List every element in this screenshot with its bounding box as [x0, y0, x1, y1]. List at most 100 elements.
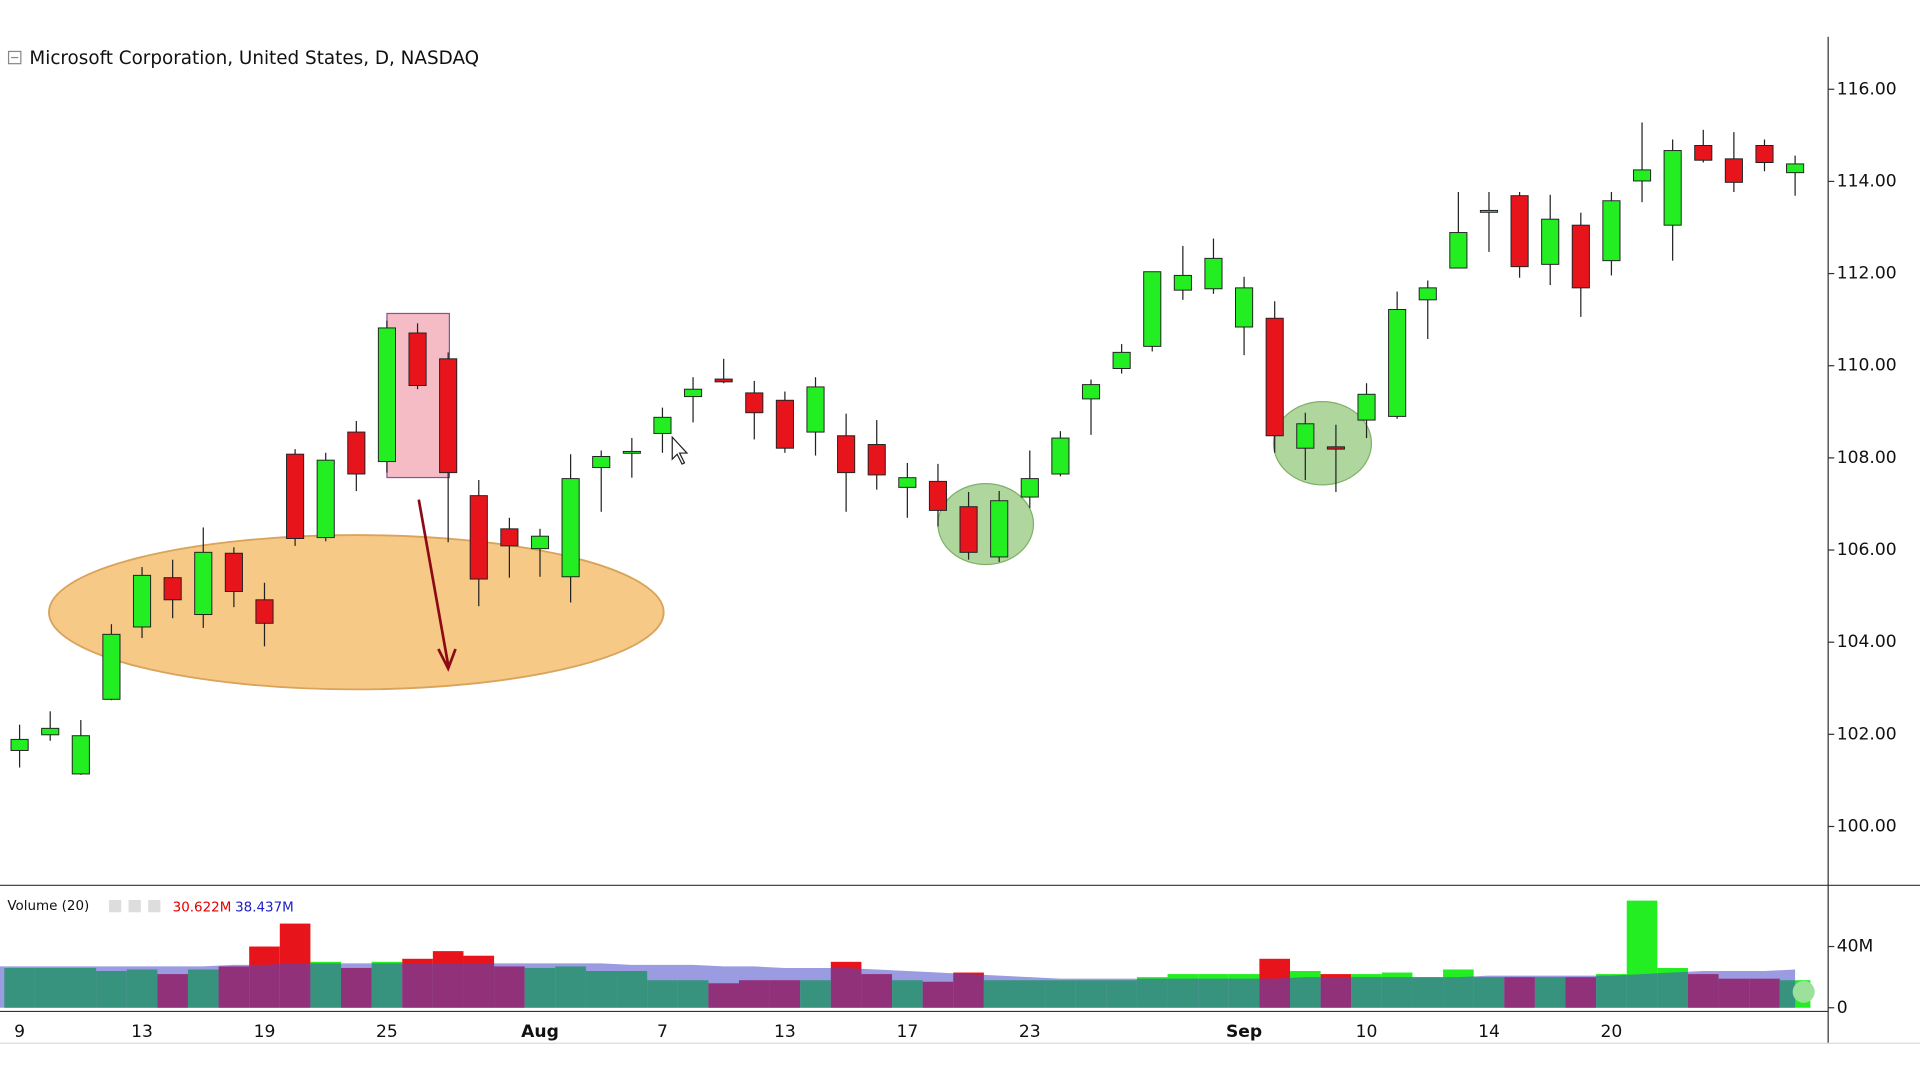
candle-body — [1694, 144, 1713, 161]
candle-body — [1571, 224, 1590, 289]
candle-body — [684, 388, 703, 398]
candle-body — [1112, 351, 1131, 369]
y-tick-label: 114.00 — [1837, 171, 1897, 191]
candle-body — [1418, 287, 1437, 301]
x-tick-label: 7 — [657, 1022, 668, 1042]
x-tick-label: 14 — [1478, 1022, 1500, 1042]
y-tick-label: 116.00 — [1837, 79, 1897, 99]
candle-body — [1143, 271, 1162, 347]
candle-body — [1663, 150, 1682, 226]
arrow-shaft — [417, 499, 450, 666]
y-tick-label: 0 — [1837, 998, 1848, 1018]
y-tick-label: 108.00 — [1837, 448, 1897, 468]
candle-body — [806, 386, 825, 433]
candle-body — [102, 633, 121, 700]
x-tick-label: 19 — [254, 1022, 276, 1042]
candle-body — [1755, 144, 1774, 164]
collapse-icon[interactable] — [7, 50, 22, 65]
mouse-cursor — [671, 435, 689, 465]
candle-body — [316, 459, 335, 539]
volume-panel: 0 40M — [0, 900, 1874, 1018]
candle-body — [530, 535, 550, 550]
candle-body — [132, 574, 152, 628]
candle-body — [500, 528, 519, 547]
candles — [10, 122, 1805, 775]
candle-body — [1235, 287, 1254, 328]
volume-title: Volume (20) — [7, 899, 89, 914]
candle-body — [592, 456, 611, 469]
candle-body — [194, 551, 213, 616]
candle-body — [653, 416, 672, 434]
candle-body — [377, 327, 396, 463]
button[interactable] — [108, 900, 122, 913]
candle-body — [561, 478, 580, 578]
candle-body — [745, 392, 764, 414]
x-tick-label: 20 — [1601, 1022, 1623, 1042]
y-tick-label: 100.00 — [1837, 816, 1897, 836]
x-tick-label: Sep — [1226, 1022, 1262, 1042]
green-circle — [1272, 401, 1373, 486]
candle-body — [775, 399, 794, 449]
x-tick-label: Aug — [521, 1022, 559, 1042]
y-tick-label: 104.00 — [1837, 632, 1897, 652]
volume-readout: 30.622M — [173, 900, 232, 915]
candle-body — [286, 453, 305, 539]
candle-body — [1632, 169, 1652, 182]
candle-body — [622, 450, 641, 454]
y-tick-label: 110.00 — [1837, 356, 1897, 376]
candle-body — [163, 577, 182, 601]
candle-body — [898, 477, 917, 488]
candle-body — [255, 599, 274, 624]
button[interactable] — [148, 900, 161, 913]
volume-buttons[interactable] — [108, 900, 161, 913]
green-circle — [937, 483, 1035, 566]
volume-readout: 38.437M — [235, 900, 294, 915]
candle-body — [1602, 200, 1621, 262]
x-tick-label: 10 — [1356, 1022, 1378, 1042]
x-tick-label: 17 — [896, 1022, 918, 1042]
candle-body — [1449, 232, 1468, 269]
candle-body — [408, 332, 427, 387]
candle-body — [928, 480, 948, 511]
volume-readouts: 30.622M 38.437M — [173, 900, 294, 915]
candle-body — [1326, 446, 1345, 450]
x-tick-label: 13 — [774, 1022, 796, 1042]
candle-body — [990, 500, 1009, 558]
candle-body — [1296, 423, 1315, 449]
candle-body — [867, 444, 886, 476]
y-tick-label: 112.00 — [1837, 264, 1897, 284]
candle-body — [224, 552, 243, 592]
arrow-head — [437, 648, 457, 672]
candle-body — [1204, 257, 1223, 290]
scroll-button[interactable] — [1792, 980, 1815, 1003]
button[interactable] — [128, 900, 141, 913]
candle-body — [1388, 309, 1407, 417]
volume-ma-area — [0, 963, 1796, 1008]
candle-body — [71, 735, 90, 775]
candle-body — [1541, 218, 1560, 265]
candle-body — [1510, 195, 1529, 268]
y-tick-label: 40M — [1837, 937, 1874, 957]
candle-body — [347, 431, 366, 475]
candle-body — [1020, 478, 1039, 498]
x-tick-label: 13 — [131, 1022, 153, 1042]
annotations — [417, 435, 689, 672]
price-axis: 100.00 102.00 104.00 106.00 108.00 110.00 112.… — [1828, 79, 1897, 836]
candle-body — [10, 738, 29, 751]
candle-body — [1786, 163, 1805, 174]
candle-body — [837, 435, 856, 474]
x-tick-label: 23 — [1019, 1022, 1041, 1042]
candle-body — [1265, 317, 1284, 437]
candle-body — [1051, 437, 1070, 475]
candle-body — [469, 495, 488, 580]
x-tick-label: 9 — [14, 1022, 25, 1042]
candle-body — [1357, 393, 1376, 421]
y-tick-label: 102.00 — [1837, 724, 1897, 744]
candle-body — [1724, 158, 1743, 183]
candle-body — [1173, 274, 1192, 291]
candle-body — [439, 358, 458, 474]
candle-body — [1081, 384, 1101, 400]
candle-body — [41, 727, 60, 736]
y-tick-label: 106.00 — [1837, 540, 1897, 560]
